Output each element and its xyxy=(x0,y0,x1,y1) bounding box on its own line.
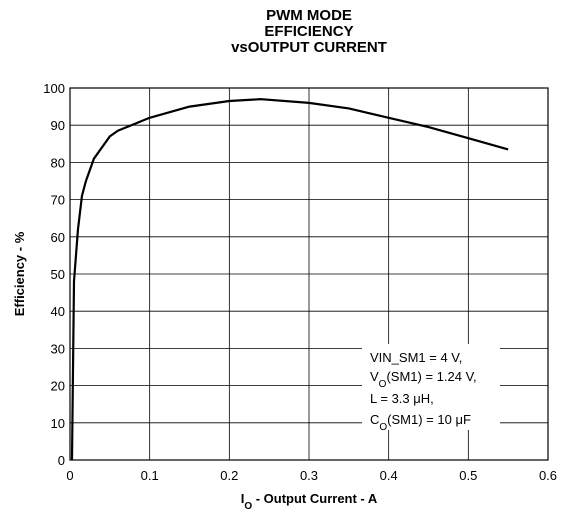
x-tick-label: 0 xyxy=(66,468,73,483)
chart-title: EFFICIENCY xyxy=(264,23,353,40)
text-part: I xyxy=(241,491,245,506)
text-part: (SM1) = 10 μF xyxy=(387,412,471,427)
text-part: C xyxy=(370,412,379,427)
text-part: O xyxy=(379,422,387,433)
text-part: L = 3.3 μH, xyxy=(370,391,434,406)
x-tick-label: 0.3 xyxy=(300,468,318,483)
y-tick-label: 70 xyxy=(51,193,65,208)
chart-title: vsOUTPUT CURRENT xyxy=(231,39,387,56)
y-tick-label: 0 xyxy=(58,453,65,468)
annotation-line: CO(SM1) = 10 μF xyxy=(370,412,471,433)
x-tick-label: 0.2 xyxy=(220,468,238,483)
text-part: VIN_SM1 = 4 V, xyxy=(370,350,462,365)
annotation-box xyxy=(362,344,500,430)
chart-title: PWM MODE xyxy=(266,7,352,24)
y-tick-label: 60 xyxy=(51,230,65,245)
x-tick-label: 0.4 xyxy=(380,468,398,483)
y-axis-label: Efficiency - % xyxy=(12,231,27,316)
y-tick-label: 40 xyxy=(51,304,65,319)
data-line xyxy=(70,98,509,461)
annotation-line: VO(SM1) = 1.24 V, xyxy=(370,369,477,390)
x-tick-label: 0.1 xyxy=(141,468,159,483)
y-tick-label: 100 xyxy=(43,81,65,96)
y-tick-label: 10 xyxy=(51,416,65,431)
text-part: - Output Current - A xyxy=(252,491,378,506)
x-tick-label: 0.6 xyxy=(539,468,557,483)
x-axis-label: IO - Output Current - A xyxy=(241,491,378,512)
plot-frame xyxy=(69,87,549,461)
annotation-line: VIN_SM1 = 4 V, xyxy=(370,350,462,365)
text-part: V xyxy=(370,369,379,384)
text-part: O xyxy=(244,501,252,512)
y-tick-label: 30 xyxy=(51,341,65,356)
text-part: (SM1) = 1.24 V, xyxy=(386,369,476,384)
annotation-line: L = 3.3 μH, xyxy=(370,391,434,406)
y-tick-label: 50 xyxy=(51,267,65,282)
x-tick-label: 0.5 xyxy=(459,468,477,483)
y-tick-label: 80 xyxy=(51,155,65,170)
text-part: O xyxy=(379,379,387,390)
y-tick-label: 20 xyxy=(51,379,65,394)
y-tick-label: 90 xyxy=(51,118,65,133)
